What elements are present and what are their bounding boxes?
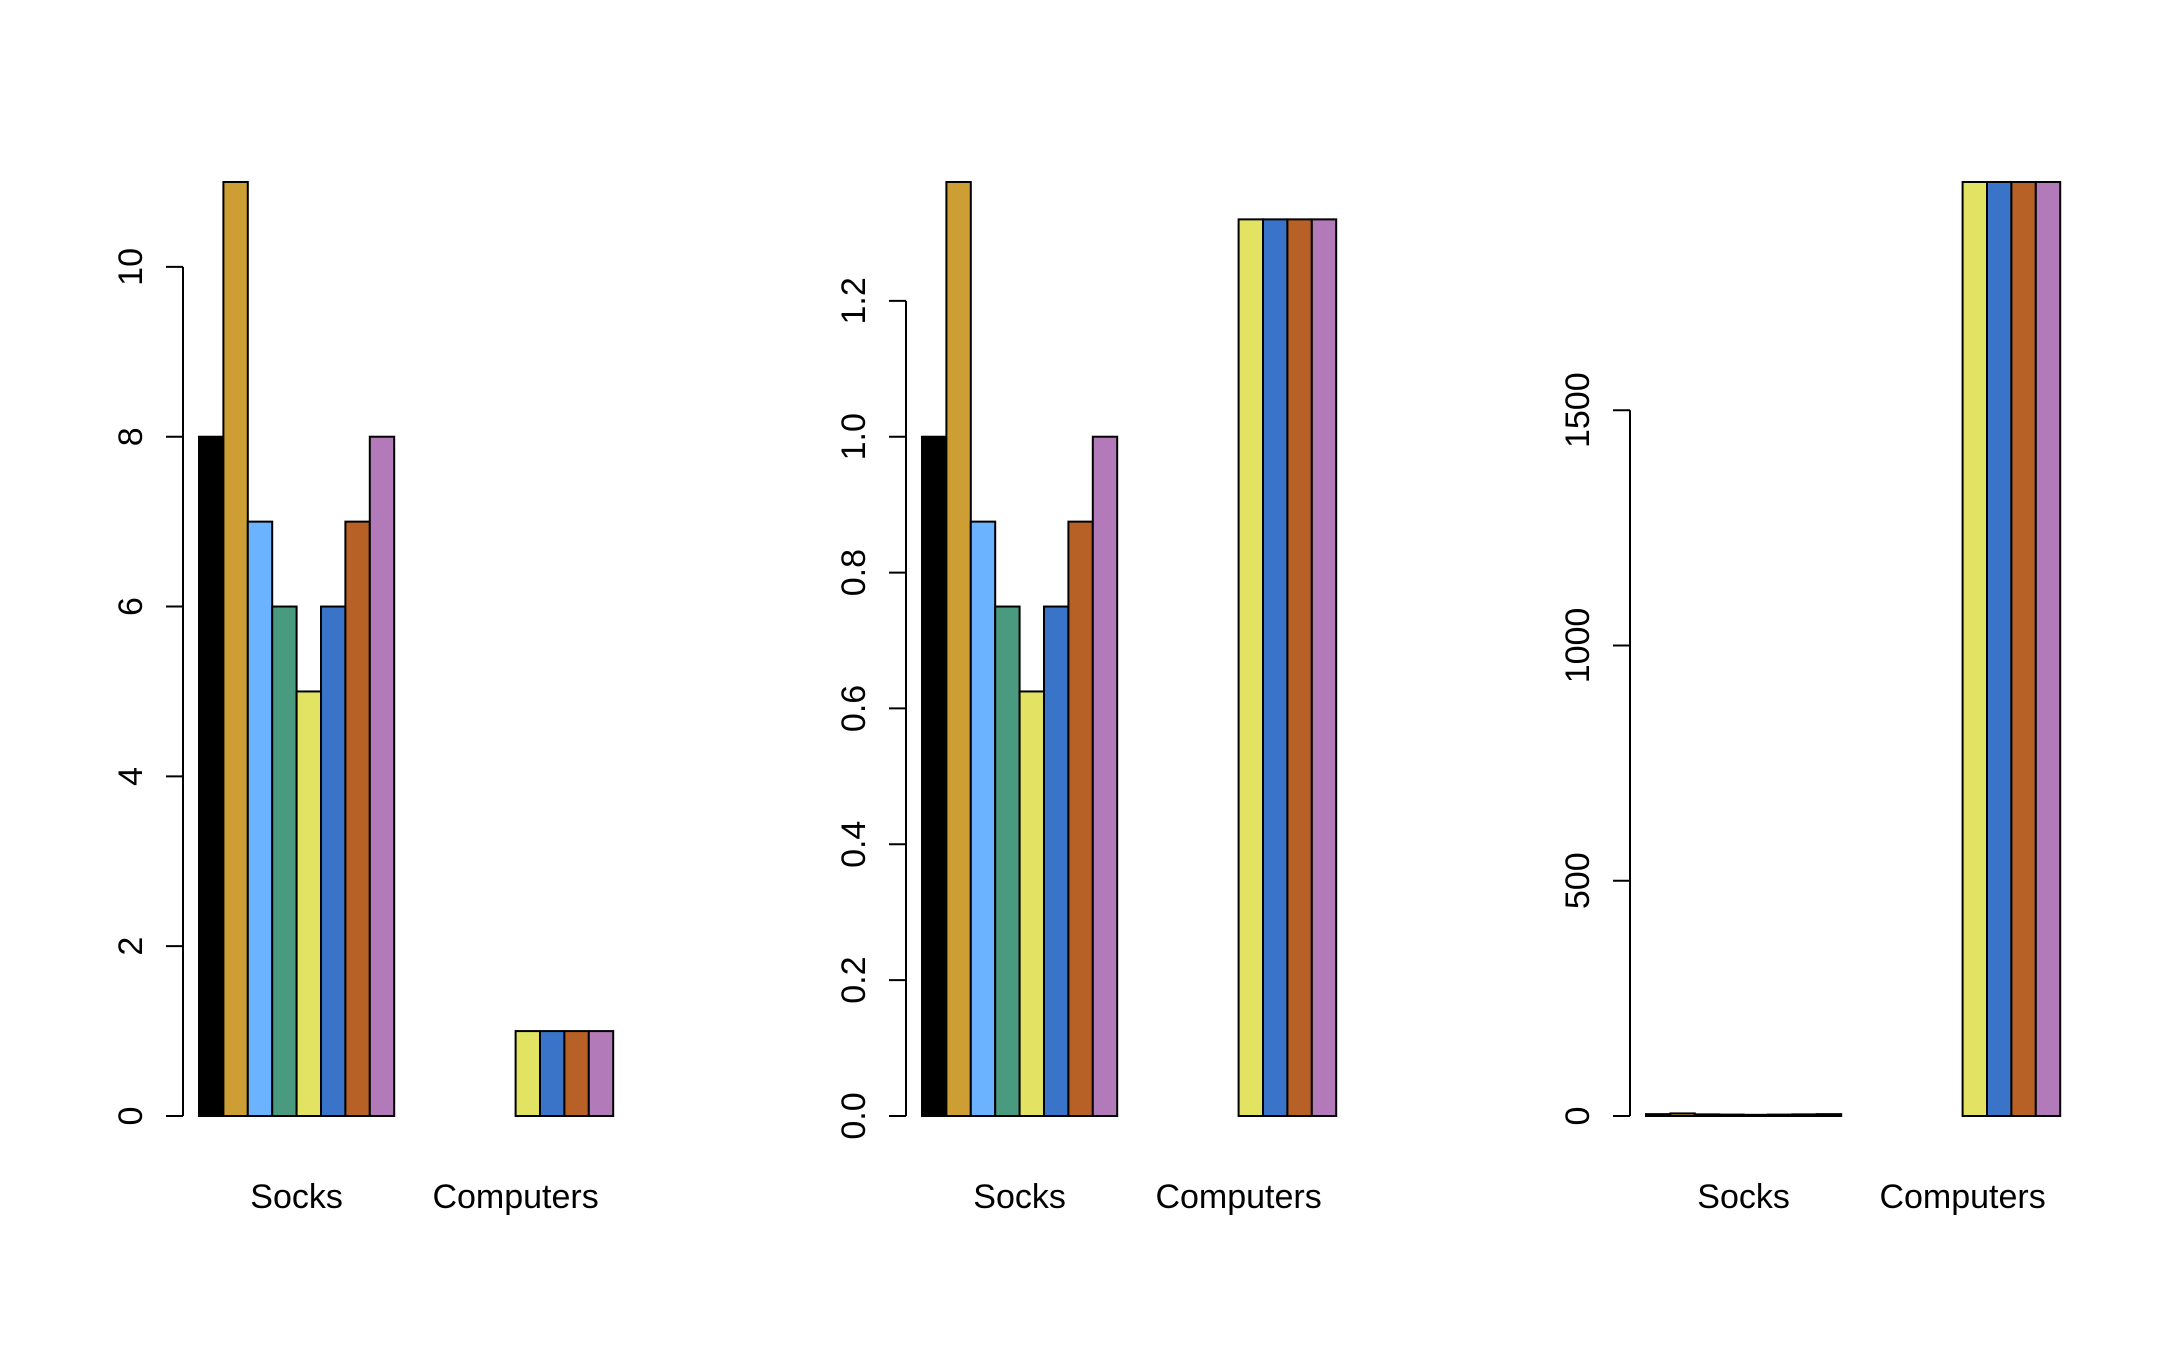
bar <box>320 605 347 1118</box>
bar <box>344 520 371 1117</box>
y-tick-label: 10 <box>112 248 150 286</box>
y-tick-label: 1500 <box>1559 372 1597 448</box>
bar <box>246 520 274 1117</box>
y-tick-label: 6 <box>112 597 150 616</box>
y-tick-label: 0 <box>112 1107 150 1126</box>
y-tick-label: 1000 <box>1559 608 1597 684</box>
bar <box>1091 435 1119 1117</box>
y-tick-label: 4 <box>112 767 150 786</box>
bar <box>1286 218 1313 1118</box>
bar <box>1645 1113 1672 1118</box>
bar <box>563 1030 590 1118</box>
y-tick-label: 1.0 <box>835 413 873 460</box>
bar <box>1043 605 1070 1118</box>
bar <box>222 181 249 1117</box>
bar-chart-panel-1: 0 2 4 6 8 10 Socks Computers <box>112 181 615 1216</box>
bar <box>2010 181 2037 1117</box>
bar <box>1791 1113 1818 1118</box>
y-tick-label: 0.8 <box>835 549 873 596</box>
bar <box>1961 181 1988 1117</box>
x-category-label: Computers <box>432 1178 598 1216</box>
y-tick-label: 0 <box>1559 1107 1597 1126</box>
bar <box>1067 520 1094 1117</box>
bar <box>1718 1113 1745 1117</box>
bar <box>969 520 997 1117</box>
y-tick-label: 0.2 <box>835 957 873 1004</box>
bar <box>1018 690 1045 1117</box>
bar <box>945 181 972 1117</box>
bar-chart-panel-2: 0.0 0.2 0.4 0.6 0.8 1.0 1.2 Socks Computers <box>835 181 1338 1216</box>
bar <box>295 690 323 1117</box>
bar <box>1669 1112 1696 1118</box>
bar <box>994 605 1021 1118</box>
y-tick-label: 500 <box>1559 852 1597 909</box>
bar <box>2034 181 2062 1117</box>
x-category-label: Socks <box>973 1178 1066 1216</box>
bar <box>1742 1113 1769 1118</box>
bar <box>921 435 948 1117</box>
bar <box>1310 218 1338 1118</box>
bar <box>1815 1113 1843 1118</box>
x-category-label: Socks <box>250 1178 343 1216</box>
y-tick-label: 0.0 <box>835 1092 873 1139</box>
bar <box>1767 1113 1794 1117</box>
bar <box>1693 1113 1721 1118</box>
bar <box>1237 218 1264 1118</box>
y-tick-label: 0.6 <box>835 685 873 732</box>
bar <box>587 1030 615 1118</box>
y-tick-label: 8 <box>112 427 150 446</box>
bar <box>198 435 225 1117</box>
x-category-label: Computers <box>1879 1178 2045 1216</box>
bar <box>271 605 298 1118</box>
bar-chart-panel-3: 0 500 1000 1500 Socks Computers <box>1559 181 2062 1216</box>
y-tick-label: 1.2 <box>835 277 873 324</box>
bar <box>1986 181 2013 1117</box>
bar <box>539 1030 566 1118</box>
y-tick-label: 2 <box>112 937 150 956</box>
bar <box>514 1030 541 1118</box>
x-category-label: Computers <box>1155 1178 1321 1216</box>
y-tick-label: 0.4 <box>835 821 873 868</box>
bar <box>368 435 396 1117</box>
bar <box>1262 218 1289 1118</box>
x-category-label: Socks <box>1697 1178 1790 1216</box>
